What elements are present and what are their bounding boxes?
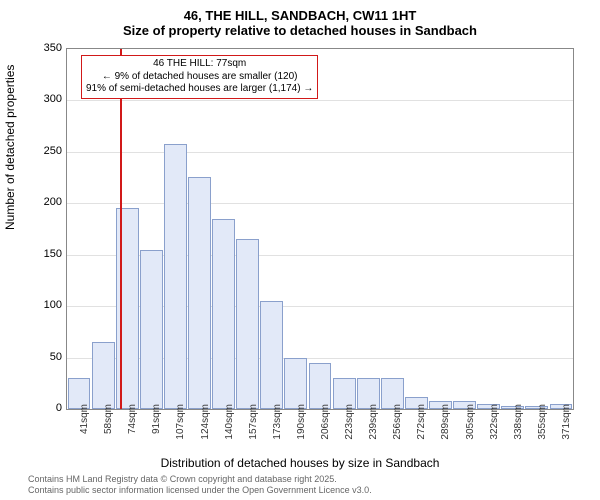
y-tick: 350 (12, 42, 62, 54)
chart-title-line2: Size of property relative to detached ho… (0, 23, 600, 38)
y-tick: 100 (12, 299, 62, 311)
x-tick: 338sqm (513, 404, 524, 452)
bar (92, 342, 115, 409)
callout-line: 91% of semi-detached houses are larger (… (86, 83, 313, 96)
x-tick: 256sqm (392, 404, 403, 452)
x-tick: 206sqm (320, 404, 331, 452)
plot-area: 41sqm58sqm74sqm91sqm107sqm124sqm140sqm15… (66, 48, 574, 410)
x-tick: 355sqm (537, 404, 548, 452)
bar (309, 363, 332, 409)
x-tick: 239sqm (368, 404, 379, 452)
bar (140, 250, 163, 409)
y-tick: 200 (12, 196, 62, 208)
gridline (67, 203, 573, 204)
bar (284, 358, 307, 409)
callout-line: 46 THE HILL: 77sqm (86, 58, 313, 71)
x-tick: 140sqm (224, 404, 235, 452)
attribution-line2: Contains public sector information licen… (28, 485, 372, 496)
x-tick: 322sqm (489, 404, 500, 452)
gridline (67, 152, 573, 153)
x-tick: 305sqm (465, 404, 476, 452)
callout-line: ← 9% of detached houses are smaller (120… (86, 71, 313, 84)
chart-container: 46, THE HILL, SANDBACH, CW11 1HT Size of… (0, 0, 600, 500)
x-tick: 91sqm (151, 404, 162, 452)
y-tick: 150 (12, 248, 62, 260)
y-tick: 300 (12, 93, 62, 105)
x-tick: 41sqm (79, 404, 90, 452)
x-tick: 173sqm (272, 404, 283, 452)
x-tick: 74sqm (127, 404, 138, 452)
y-tick: 0 (12, 402, 62, 414)
x-tick: 272sqm (416, 404, 427, 452)
marker-callout: 46 THE HILL: 77sqm← 9% of detached house… (81, 55, 318, 99)
bar (164, 144, 187, 409)
marker-line (120, 49, 122, 409)
bar (212, 219, 235, 409)
x-tick: 124sqm (200, 404, 211, 452)
x-tick: 58sqm (103, 404, 114, 452)
y-tick: 250 (12, 145, 62, 157)
attribution: Contains HM Land Registry data © Crown c… (28, 474, 372, 496)
x-tick: 371sqm (561, 404, 572, 452)
attribution-line1: Contains HM Land Registry data © Crown c… (28, 474, 372, 485)
x-tick: 289sqm (440, 404, 451, 452)
x-axis-label: Distribution of detached houses by size … (0, 456, 600, 470)
chart-title-line1: 46, THE HILL, SANDBACH, CW11 1HT (0, 0, 600, 23)
y-tick: 50 (12, 351, 62, 363)
x-tick: 107sqm (175, 404, 186, 452)
x-tick: 223sqm (344, 404, 355, 452)
x-tick: 190sqm (296, 404, 307, 452)
x-tick: 157sqm (248, 404, 259, 452)
bar (260, 301, 283, 409)
bar (236, 239, 259, 409)
gridline (67, 100, 573, 101)
bar (188, 177, 211, 409)
